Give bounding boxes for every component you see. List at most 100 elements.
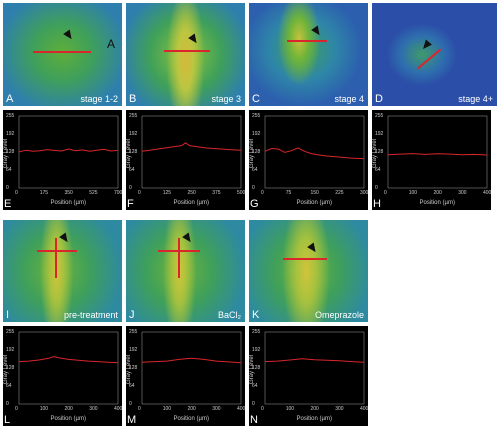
x-tick-label: 200 <box>64 406 73 412</box>
x-tick-label: 0 <box>384 190 387 196</box>
panel-letter: G <box>250 198 259 210</box>
y-tick-label: 255 <box>252 113 261 119</box>
x-tick-label: 250 <box>187 190 196 196</box>
x-tick-label: 100 <box>408 190 418 196</box>
x-axis-label: Position (µm) <box>173 416 209 422</box>
x-tick-label: 0 <box>138 406 141 412</box>
y-tick-label: 192 <box>129 347 138 353</box>
profile-plot-m: 0 64 128 192 255 0 100 200 300 400 Gray Level Posit… <box>126 326 245 426</box>
profile-line <box>33 51 91 53</box>
plot-frame <box>18 115 119 189</box>
panel-letter: L <box>4 414 11 426</box>
x-axis-label: Position (µm) <box>296 416 332 422</box>
panel-letter: I <box>6 309 10 321</box>
y-tick-label: 128 <box>129 365 138 371</box>
stage-label: stage 3 <box>211 94 241 104</box>
plot-frame <box>264 331 365 405</box>
image-panel-b: B stage 3 <box>126 3 245 106</box>
y-tick-label: 192 <box>252 131 261 137</box>
y-tick-label: 255 <box>6 329 15 335</box>
y-tick-label: 64 <box>129 383 135 389</box>
x-tick-label: 525 <box>89 190 98 196</box>
x-tick-label: 400 <box>114 406 122 412</box>
x-tick-label: 200 <box>310 406 319 412</box>
y-tick-label: 0 <box>252 185 255 191</box>
y-tick-label: 128 <box>375 149 384 155</box>
region-label: A <box>107 37 116 51</box>
x-tick-label: 300 <box>89 406 98 412</box>
y-axis-label: Gray Level <box>249 138 255 168</box>
stage-label: BaCl₂ <box>217 310 241 320</box>
profile-plot-l: 0 64 128 192 255 0 100 200 300 400 Gray Level Posit… <box>3 326 122 426</box>
x-tick-label: 300 <box>458 190 467 196</box>
y-tick-label: 255 <box>375 113 384 119</box>
x-tick-label: 400 <box>360 406 368 412</box>
x-axis-label: Position (µm) <box>50 200 86 206</box>
gray-level-trace <box>18 148 119 153</box>
x-tick-label: 125 <box>162 190 172 196</box>
x-tick-label: 100 <box>285 406 295 412</box>
y-tick-label: 128 <box>252 365 261 371</box>
profile-plot-n: 0 64 128 192 255 0 100 200 300 400 Gray Level Posit… <box>249 326 368 426</box>
image-panel-c: C stage 4 <box>249 3 368 106</box>
stage-label: stage 1-2 <box>80 94 118 104</box>
x-axis-label: Position (µm) <box>296 200 332 206</box>
gray-level-trace <box>141 357 242 364</box>
y-tick-label: 64 <box>129 167 135 173</box>
stage-label: Omeprazole <box>314 310 364 320</box>
y-tick-label: 255 <box>6 113 15 119</box>
y-tick-label: 128 <box>129 149 138 155</box>
panel-letter: N <box>250 414 258 426</box>
profile-line <box>283 258 327 260</box>
x-tick-label: 400 <box>483 190 491 196</box>
x-tick-label: 0 <box>15 406 18 412</box>
image-panel-i: I pre-treatment <box>3 220 122 322</box>
y-tick-label: 64 <box>375 167 381 173</box>
y-tick-label: 64 <box>6 167 12 173</box>
x-tick-label: 0 <box>261 406 264 412</box>
image-panel-a: A A stage 1-2 <box>3 3 122 106</box>
y-axis-label: Gray Level <box>126 354 132 384</box>
x-tick-label: 375 <box>212 190 221 196</box>
panel-letter: D <box>375 93 383 105</box>
profile-line <box>164 50 210 52</box>
y-tick-label: 0 <box>6 185 9 191</box>
x-tick-label: 225 <box>335 190 344 196</box>
y-tick-label: 192 <box>375 131 384 137</box>
plot-frame <box>141 115 242 189</box>
x-tick-label: 700 <box>114 190 122 196</box>
x-tick-label: 300 <box>360 190 368 196</box>
panel-letter: M <box>127 414 137 426</box>
x-axis-label: Position (µm) <box>173 200 209 206</box>
x-tick-label: 175 <box>39 190 49 196</box>
y-tick-label: 192 <box>129 131 138 137</box>
stage-label: stage 4+ <box>458 94 493 104</box>
profile-line-vertical <box>55 238 57 278</box>
y-tick-label: 255 <box>129 113 138 119</box>
x-tick-label: 300 <box>335 406 344 412</box>
panel-letter: H <box>373 198 381 210</box>
x-tick-label: 350 <box>64 190 73 196</box>
y-tick-label: 64 <box>252 167 258 173</box>
y-tick-label: 192 <box>6 347 15 353</box>
y-tick-label: 128 <box>6 149 15 155</box>
x-tick-label: 300 <box>212 406 221 412</box>
y-tick-label: 0 <box>375 185 378 191</box>
y-tick-label: 255 <box>252 329 261 335</box>
x-axis-label: Position (µm) <box>419 200 455 206</box>
image-panel-k: K Omeprazole <box>249 220 368 322</box>
x-tick-label: 200 <box>187 406 196 412</box>
x-tick-label: 100 <box>39 406 49 412</box>
profile-plot-h: 0 64 128 192 255 0 100 200 300 400 Gray Level Posit… <box>372 110 491 210</box>
panel-letter: K <box>252 309 260 321</box>
y-tick-label: 0 <box>129 401 132 407</box>
profile-plot-f: 0 64 128 192 255 0 125 250 375 500 Gray Level Posit… <box>126 110 245 210</box>
x-tick-label: 0 <box>261 190 264 196</box>
y-tick-label: 192 <box>6 131 15 137</box>
profile-line-vertical <box>178 238 180 278</box>
panel-letter: J <box>129 309 135 321</box>
profile-plot-e: 0 64 128 192 255 0 175 350 525 700 Gray Level Posit… <box>3 110 122 210</box>
gray-level-trace <box>387 153 488 156</box>
y-axis-label: Gray Level <box>126 138 132 168</box>
y-tick-label: 0 <box>6 401 9 407</box>
